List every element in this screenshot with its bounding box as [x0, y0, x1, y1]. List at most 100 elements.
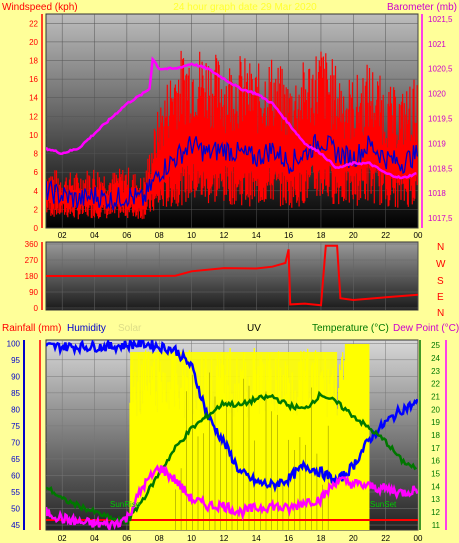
wind-axes: 02468101214161820221017,510181018,510191…: [29, 14, 453, 240]
humidity-tick-label: 55: [11, 488, 20, 497]
barometer-tick-label: 1019,5: [428, 115, 453, 124]
temperature-tick-label: 25: [431, 341, 440, 350]
barometer-axis-title: Barometer (mb): [387, 2, 457, 13]
temperature-tick-label: 11: [432, 521, 441, 530]
wind-tick-label: 22: [29, 19, 38, 28]
direction-tick-label: 0: [34, 304, 39, 313]
x-tick-label: 14: [252, 231, 261, 240]
sunset-label: SunSet: [370, 500, 397, 509]
x-tick-label: 22: [381, 231, 390, 240]
compass-s: S: [437, 276, 444, 287]
x-tick-label: 22: [381, 534, 390, 543]
x-tick-label: 10: [187, 534, 196, 543]
x-tick-label: 12: [219, 231, 228, 240]
x-tick-label: 20: [349, 231, 358, 240]
temperature-tick-label: 12: [431, 508, 440, 517]
temperature-tick-label: 15: [431, 470, 440, 479]
climate-axes: 45 50 55 60 65 70 75 80 85 90 95 100 11 12 13 14 15 16 17 1…: [7, 339, 447, 543]
x-tick-label: 14: [252, 534, 261, 543]
barometer-tick-label: 1020: [428, 90, 446, 99]
humidity-tick-label: 70: [11, 438, 20, 447]
humidity-tick-label: 80: [11, 405, 20, 414]
wind-tick-label: 4: [34, 187, 39, 196]
barometer-tick-label: 1018,5: [428, 164, 453, 173]
x-tick-label: 06: [122, 231, 131, 240]
direction-tick-label: 360: [25, 240, 39, 249]
solar-shadow: [175, 372, 329, 530]
x-tick-label: 08: [155, 534, 164, 543]
rainfall-label: Rainfall (mm): [2, 323, 61, 334]
temperature-tick-label: 19: [431, 418, 440, 427]
temperature-tick-label: 18: [431, 431, 440, 440]
barometer-tick-label: 1017,5: [428, 214, 453, 223]
wind-direction-line: [46, 244, 418, 307]
humidity-tick-label: 50: [11, 505, 20, 514]
x-tick-label: 16: [284, 231, 293, 240]
barometer-tick-label: 1018: [428, 189, 446, 198]
x-tick-label: 06: [122, 534, 131, 543]
wind-tick-label: 2: [34, 205, 39, 214]
x-tick-label: 12: [219, 534, 228, 543]
x-tick-label: 08: [155, 231, 164, 240]
windspeed-axis-title: Windspeed (kph): [2, 2, 78, 13]
humidity-tick-label: 75: [11, 422, 20, 431]
temperature-tick-label: 20: [431, 405, 440, 414]
direction-tick-label: 270: [25, 256, 39, 265]
humidity-tick-label: 85: [11, 389, 20, 398]
temperature-tick-label: 14: [431, 482, 440, 491]
solar-radiation-area: [129, 344, 370, 530]
wind-tick-label: 8: [34, 150, 39, 159]
x-tick-label: 04: [90, 231, 99, 240]
compass-n-bottom: N: [437, 308, 444, 319]
uv-label: UV: [247, 323, 261, 334]
x-tick-label: 20: [349, 534, 358, 543]
dewpoint-label: Dew Point (°C): [393, 323, 459, 334]
barometer-tick-label: 1019: [428, 139, 446, 148]
temperature-tick-label: 24: [431, 354, 440, 363]
humidity-tick-label: 95: [11, 356, 20, 365]
sunrise-label: SunRise: [110, 500, 141, 509]
x-tick-label: 16: [284, 534, 293, 543]
wind-tick-label: 16: [29, 75, 38, 84]
wind-tick-label: 0: [34, 224, 39, 233]
barometer-tick-label: 1021,5: [428, 15, 453, 24]
humidity-label: Humidity: [67, 323, 106, 334]
temperature-tick-label: 22: [431, 380, 440, 389]
wind-tick-label: 14: [29, 94, 38, 103]
compass-e: E: [437, 292, 444, 303]
direction-tick-label: 180: [25, 272, 39, 281]
barometer-line: [46, 56, 417, 180]
humidity-tick-label: 65: [11, 455, 20, 464]
x-tick-label: 18: [317, 534, 326, 543]
x-tick-label: 02: [58, 534, 67, 543]
compass-w: W: [436, 259, 446, 270]
humidity-line: [46, 340, 418, 493]
barometer-tick-label: 1020,5: [428, 65, 453, 74]
wind-tick-label: 18: [29, 57, 38, 66]
x-tick-label: 10: [187, 231, 196, 240]
temperature-tick-label: 21: [431, 392, 440, 401]
humidity-tick-label: 90: [11, 372, 20, 381]
compass-n-top: N: [437, 242, 444, 253]
temperature-tick-label: 17: [431, 444, 440, 453]
x-tick-label: 02: [58, 231, 67, 240]
humidity-tick-label: 60: [11, 471, 20, 480]
graph-date-title: 24 hour graph date 29 Mar 2020: [173, 2, 317, 13]
barometer-tick-label: 1021: [428, 40, 446, 49]
wind-tick-label: 6: [34, 168, 39, 177]
temperature-tick-label: 13: [431, 495, 440, 504]
direction-tick-label: 90: [29, 288, 38, 297]
temperature-line: [46, 390, 418, 525]
x-tick-label: 00: [414, 231, 423, 240]
humidity-tick-label: 45: [11, 521, 20, 530]
wind-average-line: [46, 133, 418, 211]
x-tick-label: 04: [90, 534, 99, 543]
x-tick-label: 00: [414, 534, 423, 543]
direction-grid: [46, 242, 419, 310]
wind-tick-label: 10: [29, 131, 38, 140]
temperature-label: Temperature (°C): [312, 323, 389, 334]
compass-labels: N W S E N: [436, 242, 446, 319]
direction-axes: 0 90 180 270 360: [25, 240, 43, 313]
x-tick-label: 18: [317, 231, 326, 240]
